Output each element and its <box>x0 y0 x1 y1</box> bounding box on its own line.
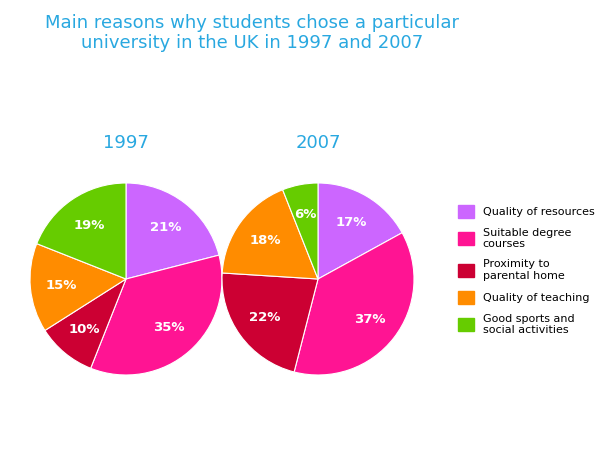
Legend: Quality of resources, Suitable degree
courses, Proximity to
parental home, Quali: Quality of resources, Suitable degree co… <box>458 205 595 335</box>
Wedge shape <box>37 183 126 279</box>
Text: 15%: 15% <box>46 279 77 292</box>
Wedge shape <box>91 255 222 375</box>
Wedge shape <box>318 183 402 279</box>
Text: 21%: 21% <box>151 221 182 234</box>
Wedge shape <box>126 183 219 279</box>
Wedge shape <box>45 279 126 368</box>
Text: 6%: 6% <box>295 208 317 221</box>
Title: 2007: 2007 <box>295 134 341 152</box>
Title: 1997: 1997 <box>103 134 149 152</box>
Text: 10%: 10% <box>68 323 100 336</box>
Text: 37%: 37% <box>354 312 385 325</box>
Wedge shape <box>222 190 318 279</box>
Text: 17%: 17% <box>335 216 367 230</box>
Text: Main reasons why students chose a particular
university in the UK in 1997 and 20: Main reasons why students chose a partic… <box>45 14 459 52</box>
Text: 18%: 18% <box>250 234 281 247</box>
Text: 22%: 22% <box>250 311 281 324</box>
Wedge shape <box>283 183 318 279</box>
Wedge shape <box>294 233 414 375</box>
Wedge shape <box>222 273 318 372</box>
Text: 35%: 35% <box>154 321 185 334</box>
Text: 19%: 19% <box>74 219 105 231</box>
Wedge shape <box>30 243 126 330</box>
